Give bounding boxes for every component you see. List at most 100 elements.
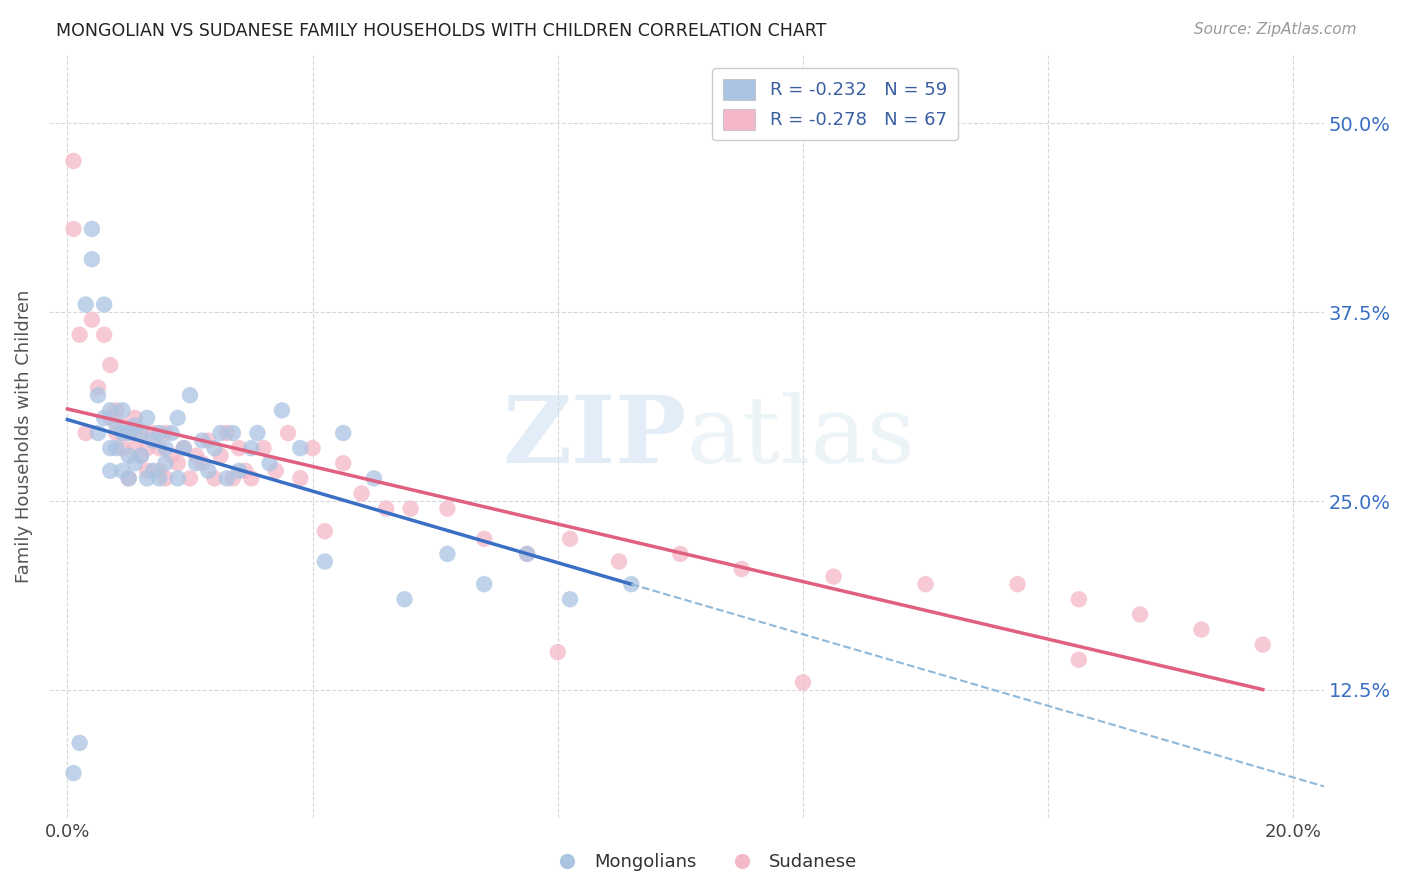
- Point: [228, 464, 250, 478]
- Point: [730, 562, 752, 576]
- Point: [179, 388, 201, 402]
- Point: [197, 434, 219, 448]
- Point: [75, 425, 97, 440]
- Point: [204, 471, 226, 485]
- Point: [332, 456, 354, 470]
- Point: [240, 471, 263, 485]
- Point: [129, 449, 152, 463]
- Point: [1129, 607, 1152, 622]
- Point: [669, 547, 692, 561]
- Point: [197, 464, 219, 478]
- Point: [105, 418, 128, 433]
- Point: [173, 441, 195, 455]
- Point: [148, 471, 170, 485]
- Text: atlas: atlas: [686, 392, 915, 482]
- Point: [222, 471, 245, 485]
- Point: [124, 441, 146, 455]
- Text: MONGOLIAN VS SUDANESE FAMILY HOUSEHOLDS WITH CHILDREN CORRELATION CHART: MONGOLIAN VS SUDANESE FAMILY HOUSEHOLDS …: [56, 22, 827, 40]
- Point: [166, 411, 188, 425]
- Point: [118, 449, 141, 463]
- Point: [118, 425, 141, 440]
- Point: [118, 471, 141, 485]
- Point: [105, 441, 128, 455]
- Point: [62, 766, 84, 780]
- Point: [246, 425, 269, 440]
- Point: [136, 464, 159, 478]
- Point: [98, 403, 121, 417]
- Legend: R = -0.232   N = 59, R = -0.278   N = 67: R = -0.232 N = 59, R = -0.278 N = 67: [711, 68, 957, 140]
- Point: [259, 456, 281, 470]
- Point: [155, 471, 177, 485]
- Point: [228, 441, 250, 455]
- Point: [184, 449, 207, 463]
- Point: [80, 312, 103, 326]
- Point: [124, 456, 146, 470]
- Point: [375, 501, 398, 516]
- Point: [129, 425, 152, 440]
- Point: [215, 425, 238, 440]
- Point: [290, 471, 312, 485]
- Point: [277, 425, 299, 440]
- Point: [350, 486, 373, 500]
- Point: [118, 471, 141, 485]
- Point: [111, 403, 134, 417]
- Point: [516, 547, 538, 561]
- Point: [155, 441, 177, 455]
- Point: [105, 403, 128, 417]
- Point: [136, 411, 159, 425]
- Point: [516, 547, 538, 561]
- Y-axis label: Family Households with Children: Family Households with Children: [15, 290, 32, 583]
- Point: [363, 471, 385, 485]
- Point: [222, 425, 245, 440]
- Text: ZIP: ZIP: [502, 392, 686, 482]
- Point: [129, 425, 152, 440]
- Point: [160, 425, 183, 440]
- Point: [204, 441, 226, 455]
- Point: [80, 222, 103, 236]
- Point: [98, 411, 121, 425]
- Point: [607, 554, 630, 568]
- Point: [75, 297, 97, 311]
- Point: [240, 441, 263, 455]
- Point: [148, 464, 170, 478]
- Point: [69, 736, 91, 750]
- Point: [314, 524, 336, 539]
- Point: [160, 449, 183, 463]
- Point: [87, 425, 110, 440]
- Point: [142, 425, 165, 440]
- Point: [173, 441, 195, 455]
- Point: [472, 532, 495, 546]
- Point: [118, 425, 141, 440]
- Text: Source: ZipAtlas.com: Source: ZipAtlas.com: [1194, 22, 1357, 37]
- Point: [155, 425, 177, 440]
- Point: [1067, 592, 1090, 607]
- Point: [179, 471, 201, 485]
- Point: [111, 425, 134, 440]
- Point: [166, 456, 188, 470]
- Point: [62, 153, 84, 168]
- Point: [148, 441, 170, 455]
- Point: [155, 456, 177, 470]
- Point: [98, 441, 121, 455]
- Point: [111, 441, 134, 455]
- Point: [142, 434, 165, 448]
- Point: [111, 418, 134, 433]
- Point: [1007, 577, 1029, 591]
- Point: [111, 464, 134, 478]
- Point: [436, 501, 458, 516]
- Point: [547, 645, 569, 659]
- Point: [124, 411, 146, 425]
- Point: [264, 464, 287, 478]
- Point: [62, 222, 84, 236]
- Point: [314, 554, 336, 568]
- Point: [332, 425, 354, 440]
- Point: [233, 464, 256, 478]
- Point: [124, 418, 146, 433]
- Point: [93, 327, 115, 342]
- Point: [98, 464, 121, 478]
- Point: [136, 471, 159, 485]
- Point: [69, 327, 91, 342]
- Point: [252, 441, 274, 455]
- Point: [136, 441, 159, 455]
- Point: [87, 381, 110, 395]
